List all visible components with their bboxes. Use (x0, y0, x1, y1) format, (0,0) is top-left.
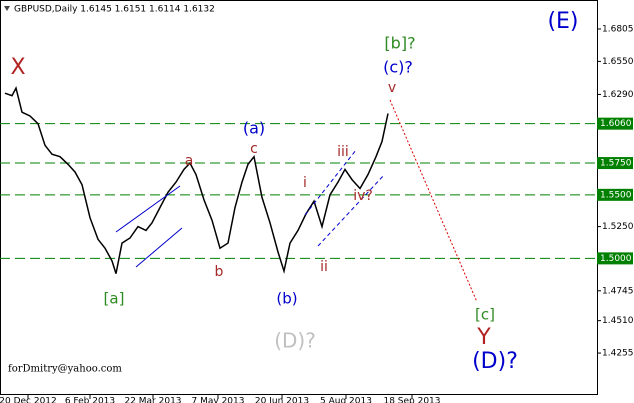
wave-label: iii (337, 144, 349, 160)
y-tick-label: 1.4510 (602, 316, 634, 326)
wave-label: v (388, 80, 396, 96)
level-label-box (597, 157, 633, 170)
level-label-box (597, 188, 633, 201)
wave-label: (a) (243, 119, 265, 138)
price-line (4, 86, 389, 275)
x-tick-label: 22 Mar 2013 (124, 397, 181, 403)
wave-label: b (215, 264, 224, 280)
forecast-line (389, 99, 478, 303)
level-label: 1.5750 (600, 159, 632, 169)
y-tick-label: 1.6550 (602, 57, 634, 67)
wave-label: c (250, 141, 258, 157)
wave-label: (D)? (472, 349, 518, 374)
y-tick-label: 1.5250 (602, 222, 634, 232)
wave-label: X (10, 55, 25, 80)
wave-label: Y (476, 325, 491, 350)
y-tick-label: 1.6805 (602, 24, 634, 34)
level-label-box (597, 117, 633, 130)
wave-label: a (185, 153, 194, 169)
channel-line (115, 185, 181, 233)
x-tick-label: 20 Dec 2012 (0, 397, 57, 403)
level-label-box (597, 252, 633, 265)
y-tick-label: 1.4745 (602, 286, 634, 296)
x-tick-label: 18 Sep 2013 (383, 397, 440, 403)
y-tick-label: 1.4255 (602, 349, 634, 359)
x-tick-label: 20 Jun 2013 (255, 397, 309, 403)
channel-line (317, 174, 385, 247)
plot: 1.6805 1.6550 1.6290 1.5250 1.4745 1.4510 1.42… (0, 24, 634, 403)
wave-label: [a] (104, 290, 125, 308)
wave-label: (c)? (383, 58, 413, 77)
annotations: X (E) [b]? (c)? v (a) a c iii i iv? b ii… (8, 9, 579, 375)
level-label: 1.5500 (600, 190, 632, 200)
wave-label: i (303, 175, 307, 191)
level-label: 1.5000 (600, 254, 632, 264)
x-tick-label: 5 Aug 2013 (320, 397, 372, 403)
menu-icon[interactable] (4, 6, 10, 11)
x-tick-label: 6 Feb 2013 (65, 397, 115, 403)
watermark: forDmitry@yahoo.com (8, 364, 122, 375)
x-tick-label: 7 May 2013 (192, 397, 245, 403)
wave-label: (E) (547, 9, 578, 34)
wave-label: (D)? (274, 329, 316, 353)
chart-title: GBPUSD,Daily 1.6145 1.6151 1.6114 1.6132 (14, 5, 215, 15)
wave-label: ii (320, 259, 328, 275)
wave-label: (b) (276, 290, 297, 308)
y-tick-label: 1.6290 (602, 90, 634, 100)
wave-label: [c] (475, 306, 495, 324)
channel-line (135, 227, 183, 268)
wave-label: iv? (353, 188, 373, 204)
wave-label: [b]? (384, 34, 415, 53)
level-label: 1.6060 (600, 119, 632, 129)
